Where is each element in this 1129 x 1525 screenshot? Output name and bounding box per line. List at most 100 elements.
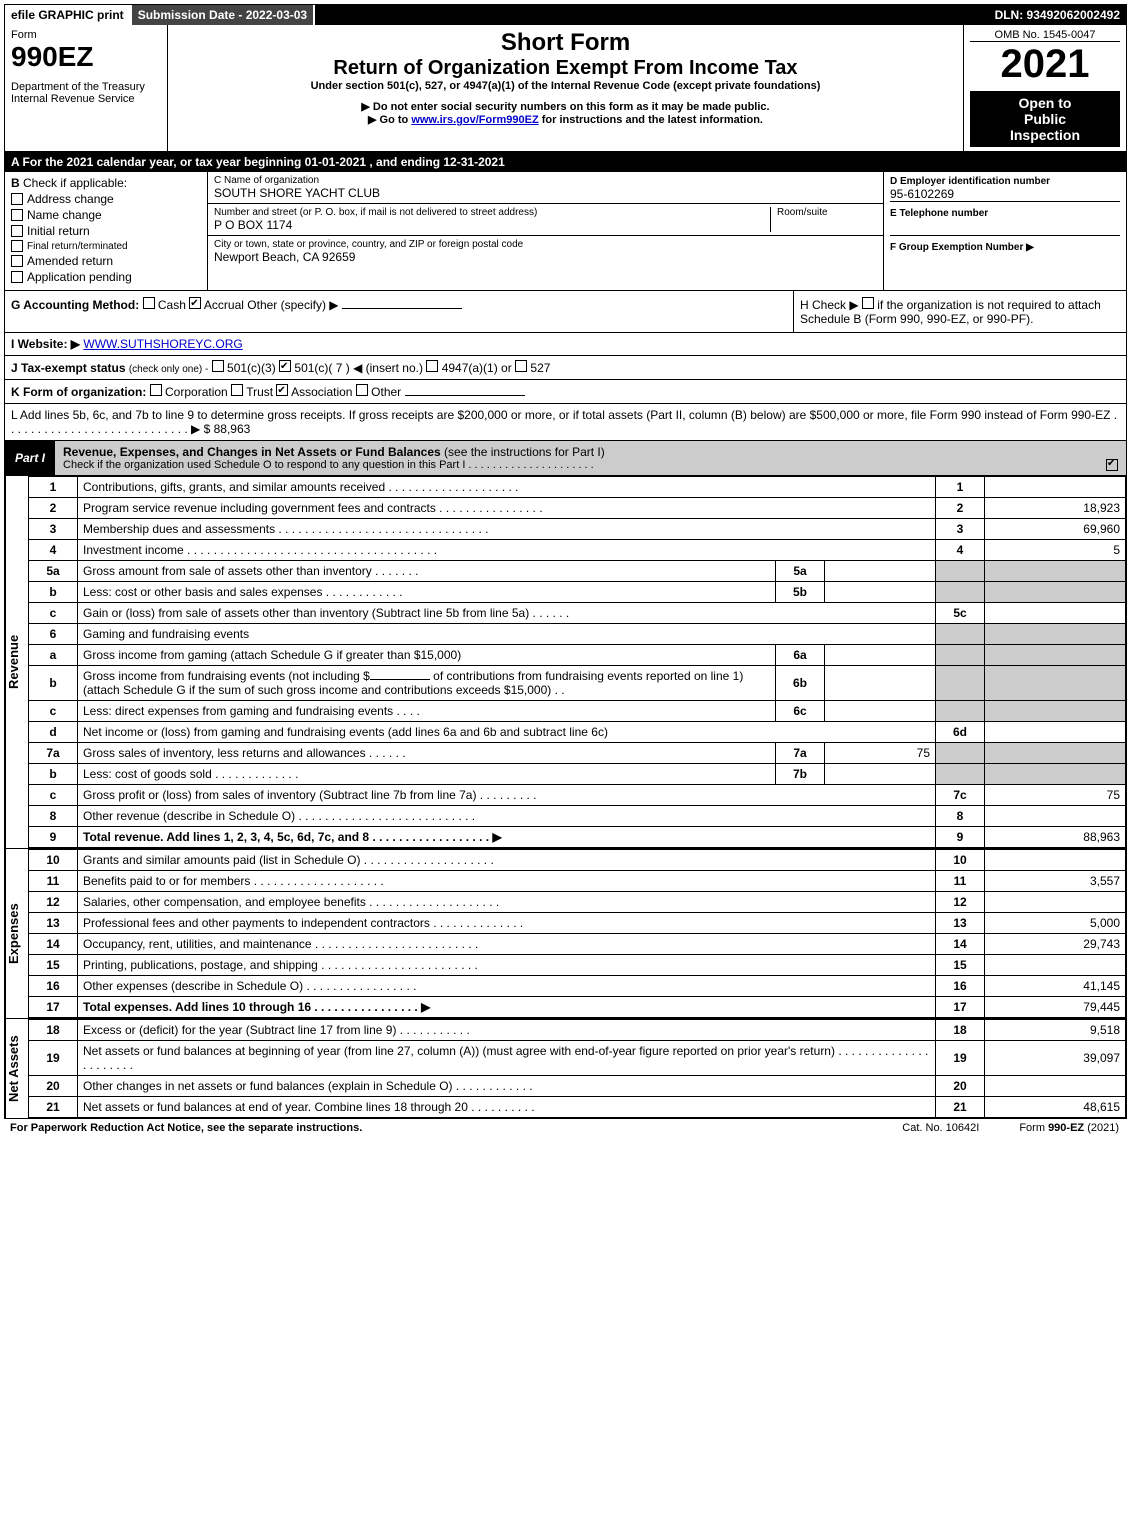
line-17: 17Total expenses. Add lines 10 through 1…: [29, 997, 1126, 1018]
cb-4947[interactable]: [426, 360, 438, 372]
l-amount: 88,963: [214, 422, 251, 436]
line-21: 21Net assets or fund balances at end of …: [29, 1097, 1126, 1118]
footer-form-ref: Form 990-EZ (2021): [1019, 1122, 1119, 1134]
b-label: B Check if applicable:: [11, 176, 201, 190]
line-9: 9Total revenue. Add lines 1, 2, 3, 4, 5c…: [29, 827, 1126, 848]
open-line-1: Open to: [974, 95, 1116, 111]
line-7b: bLess: cost of goods sold . . . . . . . …: [29, 764, 1126, 785]
cb-schedule-o-used[interactable]: [1106, 459, 1118, 471]
line-19: 19Net assets or fund balances at beginni…: [29, 1041, 1126, 1076]
c-street-row: Number and street (or P. O. box, if mail…: [208, 204, 883, 236]
line-10: 10Grants and similar amounts paid (list …: [29, 850, 1126, 871]
open-line-2: Public: [974, 111, 1116, 127]
line-5c: cGain or (loss) from sale of assets othe…: [29, 603, 1126, 624]
cb-other-org[interactable]: [356, 384, 368, 396]
checkbox-icon: [11, 255, 23, 267]
line-18: 18Excess or (deficit) for the year (Subt…: [29, 1020, 1126, 1041]
section-g: G Accounting Method: Cash Accrual Other …: [5, 291, 794, 332]
section-b: B Check if applicable: Address change Na…: [5, 172, 208, 290]
net-assets-section: Net Assets 18Excess or (deficit) for the…: [5, 1019, 1126, 1118]
i-label: I Website: ▶: [11, 337, 80, 351]
line-6d: dNet income or (loss) from gaming and fu…: [29, 722, 1126, 743]
cb-501c[interactable]: [279, 360, 291, 372]
j-label: J Tax-exempt status: [11, 361, 126, 375]
checkbox-icon: [11, 209, 23, 221]
note-goto-pre: ▶ Go to: [368, 114, 411, 126]
cb-501c3[interactable]: [212, 360, 224, 372]
expenses-side-label: Expenses: [5, 849, 28, 1018]
part-1-tab: Part I: [5, 447, 55, 469]
c-city-label: City or town, state or province, country…: [214, 239, 877, 250]
line-12: 12Salaries, other compensation, and empl…: [29, 892, 1126, 913]
line-5a: 5aGross amount from sale of assets other…: [29, 561, 1126, 582]
section-j: J Tax-exempt status (check only one) - 5…: [5, 356, 1126, 380]
c-room-label: Room/suite: [777, 207, 877, 218]
cb-schedule-b[interactable]: [862, 297, 874, 309]
header-right: OMB No. 1545-0047 2021 Open to Public In…: [964, 25, 1126, 151]
line-11: 11Benefits paid to or for members . . . …: [29, 871, 1126, 892]
line-5b: bLess: cost or other basis and sales exp…: [29, 582, 1126, 603]
part-1-header: Part I Revenue, Expenses, and Changes in…: [5, 441, 1126, 476]
sections-b-c-d: B Check if applicable: Address change Na…: [5, 172, 1126, 291]
line-2: 2Program service revenue including gover…: [29, 498, 1126, 519]
title-return: Return of Organization Exempt From Incom…: [174, 57, 957, 80]
cb-amended-return[interactable]: Amended return: [11, 254, 201, 268]
sections-g-h: G Accounting Method: Cash Accrual Other …: [5, 291, 1126, 333]
section-a-tax-year: A For the 2021 calendar year, or tax yea…: [5, 152, 1126, 172]
cb-application-pending[interactable]: Application pending: [11, 270, 201, 284]
footer-cat-no: Cat. No. 10642I: [902, 1122, 979, 1134]
checkbox-icon: [11, 271, 23, 283]
website-link[interactable]: WWW.SUTHSHOREYC.ORG: [83, 337, 242, 351]
header-row: Form 990EZ Department of the Treasury In…: [5, 25, 1126, 152]
expenses-section: Expenses 10Grants and similar amounts pa…: [5, 849, 1126, 1019]
org-street: P O BOX 1174: [214, 218, 764, 232]
cb-final-return[interactable]: Final return/terminated: [11, 240, 201, 252]
ein-value: 95-6102269: [890, 187, 1120, 202]
cb-corporation[interactable]: [150, 384, 162, 396]
other-org-input[interactable]: [405, 395, 525, 396]
contrib-amount-input[interactable]: [370, 679, 430, 680]
subtitle-section: Under section 501(c), 527, or 4947(a)(1)…: [174, 80, 957, 92]
line-13: 13Professional fees and other payments t…: [29, 913, 1126, 934]
part-1-title: Revenue, Expenses, and Changes in Net As…: [55, 441, 1126, 475]
cb-name-change[interactable]: Name change: [11, 208, 201, 222]
line-7a: 7aGross sales of inventory, less returns…: [29, 743, 1126, 764]
line-4: 4Investment income . . . . . . . . . . .…: [29, 540, 1126, 561]
section-l: L Add lines 5b, 6c, and 7b to line 9 to …: [5, 404, 1126, 441]
other-specify-input[interactable]: [342, 308, 462, 309]
irs-link[interactable]: www.irs.gov/Form990EZ: [411, 114, 538, 126]
line-14: 14Occupancy, rent, utilities, and mainte…: [29, 934, 1126, 955]
header-center: Short Form Return of Organization Exempt…: [168, 25, 964, 151]
line-1: 1Contributions, gifts, grants, and simil…: [29, 477, 1126, 498]
footer: For Paperwork Reduction Act Notice, see …: [4, 1119, 1125, 1137]
cb-cash[interactable]: [143, 297, 155, 309]
cb-trust[interactable]: [231, 384, 243, 396]
line-6c: cLess: direct expenses from gaming and f…: [29, 701, 1126, 722]
net-assets-side-label: Net Assets: [5, 1019, 28, 1118]
c-city-row: City or town, state or province, country…: [208, 236, 883, 267]
dln-label: DLN: 93492062002492: [989, 5, 1126, 25]
cb-address-change[interactable]: Address change: [11, 192, 201, 206]
title-short-form: Short Form: [174, 29, 957, 57]
top-spacer: [315, 5, 988, 25]
section-h: H Check ▶ if the organization is not req…: [794, 291, 1126, 332]
c-name-row: C Name of organization SOUTH SHORE YACHT…: [208, 172, 883, 204]
org-city: Newport Beach, CA 92659: [214, 250, 877, 264]
cb-527[interactable]: [515, 360, 527, 372]
l-text: L Add lines 5b, 6c, and 7b to line 9 to …: [11, 408, 1117, 436]
cb-accrual[interactable]: [189, 297, 201, 309]
footer-notice: For Paperwork Reduction Act Notice, see …: [10, 1122, 862, 1134]
d-label: D Employer identification number: [890, 176, 1120, 187]
line-6b: bGross income from fundraising events (n…: [29, 666, 1126, 701]
note-goto-post: for instructions and the latest informat…: [539, 114, 763, 126]
f-label: F Group Exemption Number ▶: [890, 236, 1120, 253]
section-k: K Form of organization: Corporation Trus…: [5, 380, 1126, 404]
line-6a: aGross income from gaming (attach Schedu…: [29, 645, 1126, 666]
section-c: C Name of organization SOUTH SHORE YACHT…: [208, 172, 884, 290]
line-15: 15Printing, publications, postage, and s…: [29, 955, 1126, 976]
note-no-ssn: ▶ Do not enter social security numbers o…: [174, 100, 957, 113]
cb-initial-return[interactable]: Initial return: [11, 224, 201, 238]
cb-association[interactable]: [276, 384, 288, 396]
dept-line-2: Internal Revenue Service: [11, 93, 161, 105]
line-20: 20Other changes in net assets or fund ba…: [29, 1076, 1126, 1097]
